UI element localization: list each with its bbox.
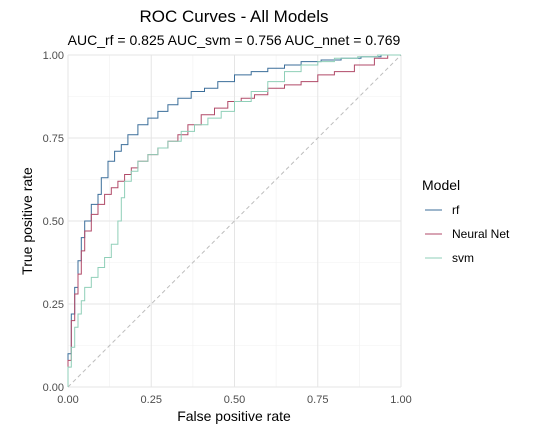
legend: Model rf Neural Net svm bbox=[422, 177, 510, 265]
x-axis-ticks: 0.00 0.25 0.50 0.75 1.00 bbox=[57, 394, 411, 406]
x-tick-label: 1.00 bbox=[390, 394, 411, 406]
y-tick-label: 0.75 bbox=[43, 133, 64, 145]
x-tick-label: 0.75 bbox=[307, 394, 328, 406]
roc-curve-rf bbox=[67, 54, 401, 387]
x-tick-label: 0.25 bbox=[141, 394, 162, 406]
grid bbox=[67, 54, 402, 388]
chart-title: ROC Curves - All Models bbox=[140, 7, 329, 26]
x-axis-label: False positive rate bbox=[177, 408, 291, 424]
legend-label: Neural Net bbox=[452, 227, 510, 241]
y-axis-ticks: 0.00 0.25 0.50 0.75 1.00 bbox=[43, 50, 64, 394]
y-tick-label: 0.50 bbox=[43, 216, 64, 228]
diagonal-reference-line bbox=[67, 54, 402, 388]
roc-curves bbox=[67, 54, 401, 387]
y-tick-label: 1.00 bbox=[43, 50, 64, 62]
x-tick-label: 0.50 bbox=[224, 394, 245, 406]
x-tick-label: 0.00 bbox=[57, 394, 78, 406]
roc-curve-svm bbox=[67, 54, 401, 387]
y-tick-label: 0.00 bbox=[43, 382, 64, 394]
legend-label: rf bbox=[452, 203, 460, 217]
legend-label: svm bbox=[452, 251, 474, 265]
legend-items: rf Neural Net svm bbox=[425, 203, 510, 265]
legend-title: Model bbox=[422, 177, 460, 193]
y-axis-label: True positive rate bbox=[19, 167, 35, 275]
chart-subtitle: AUC_rf = 0.825 AUC_svm = 0.756 AUC_nnet … bbox=[68, 32, 401, 48]
y-tick-label: 0.25 bbox=[43, 299, 64, 311]
